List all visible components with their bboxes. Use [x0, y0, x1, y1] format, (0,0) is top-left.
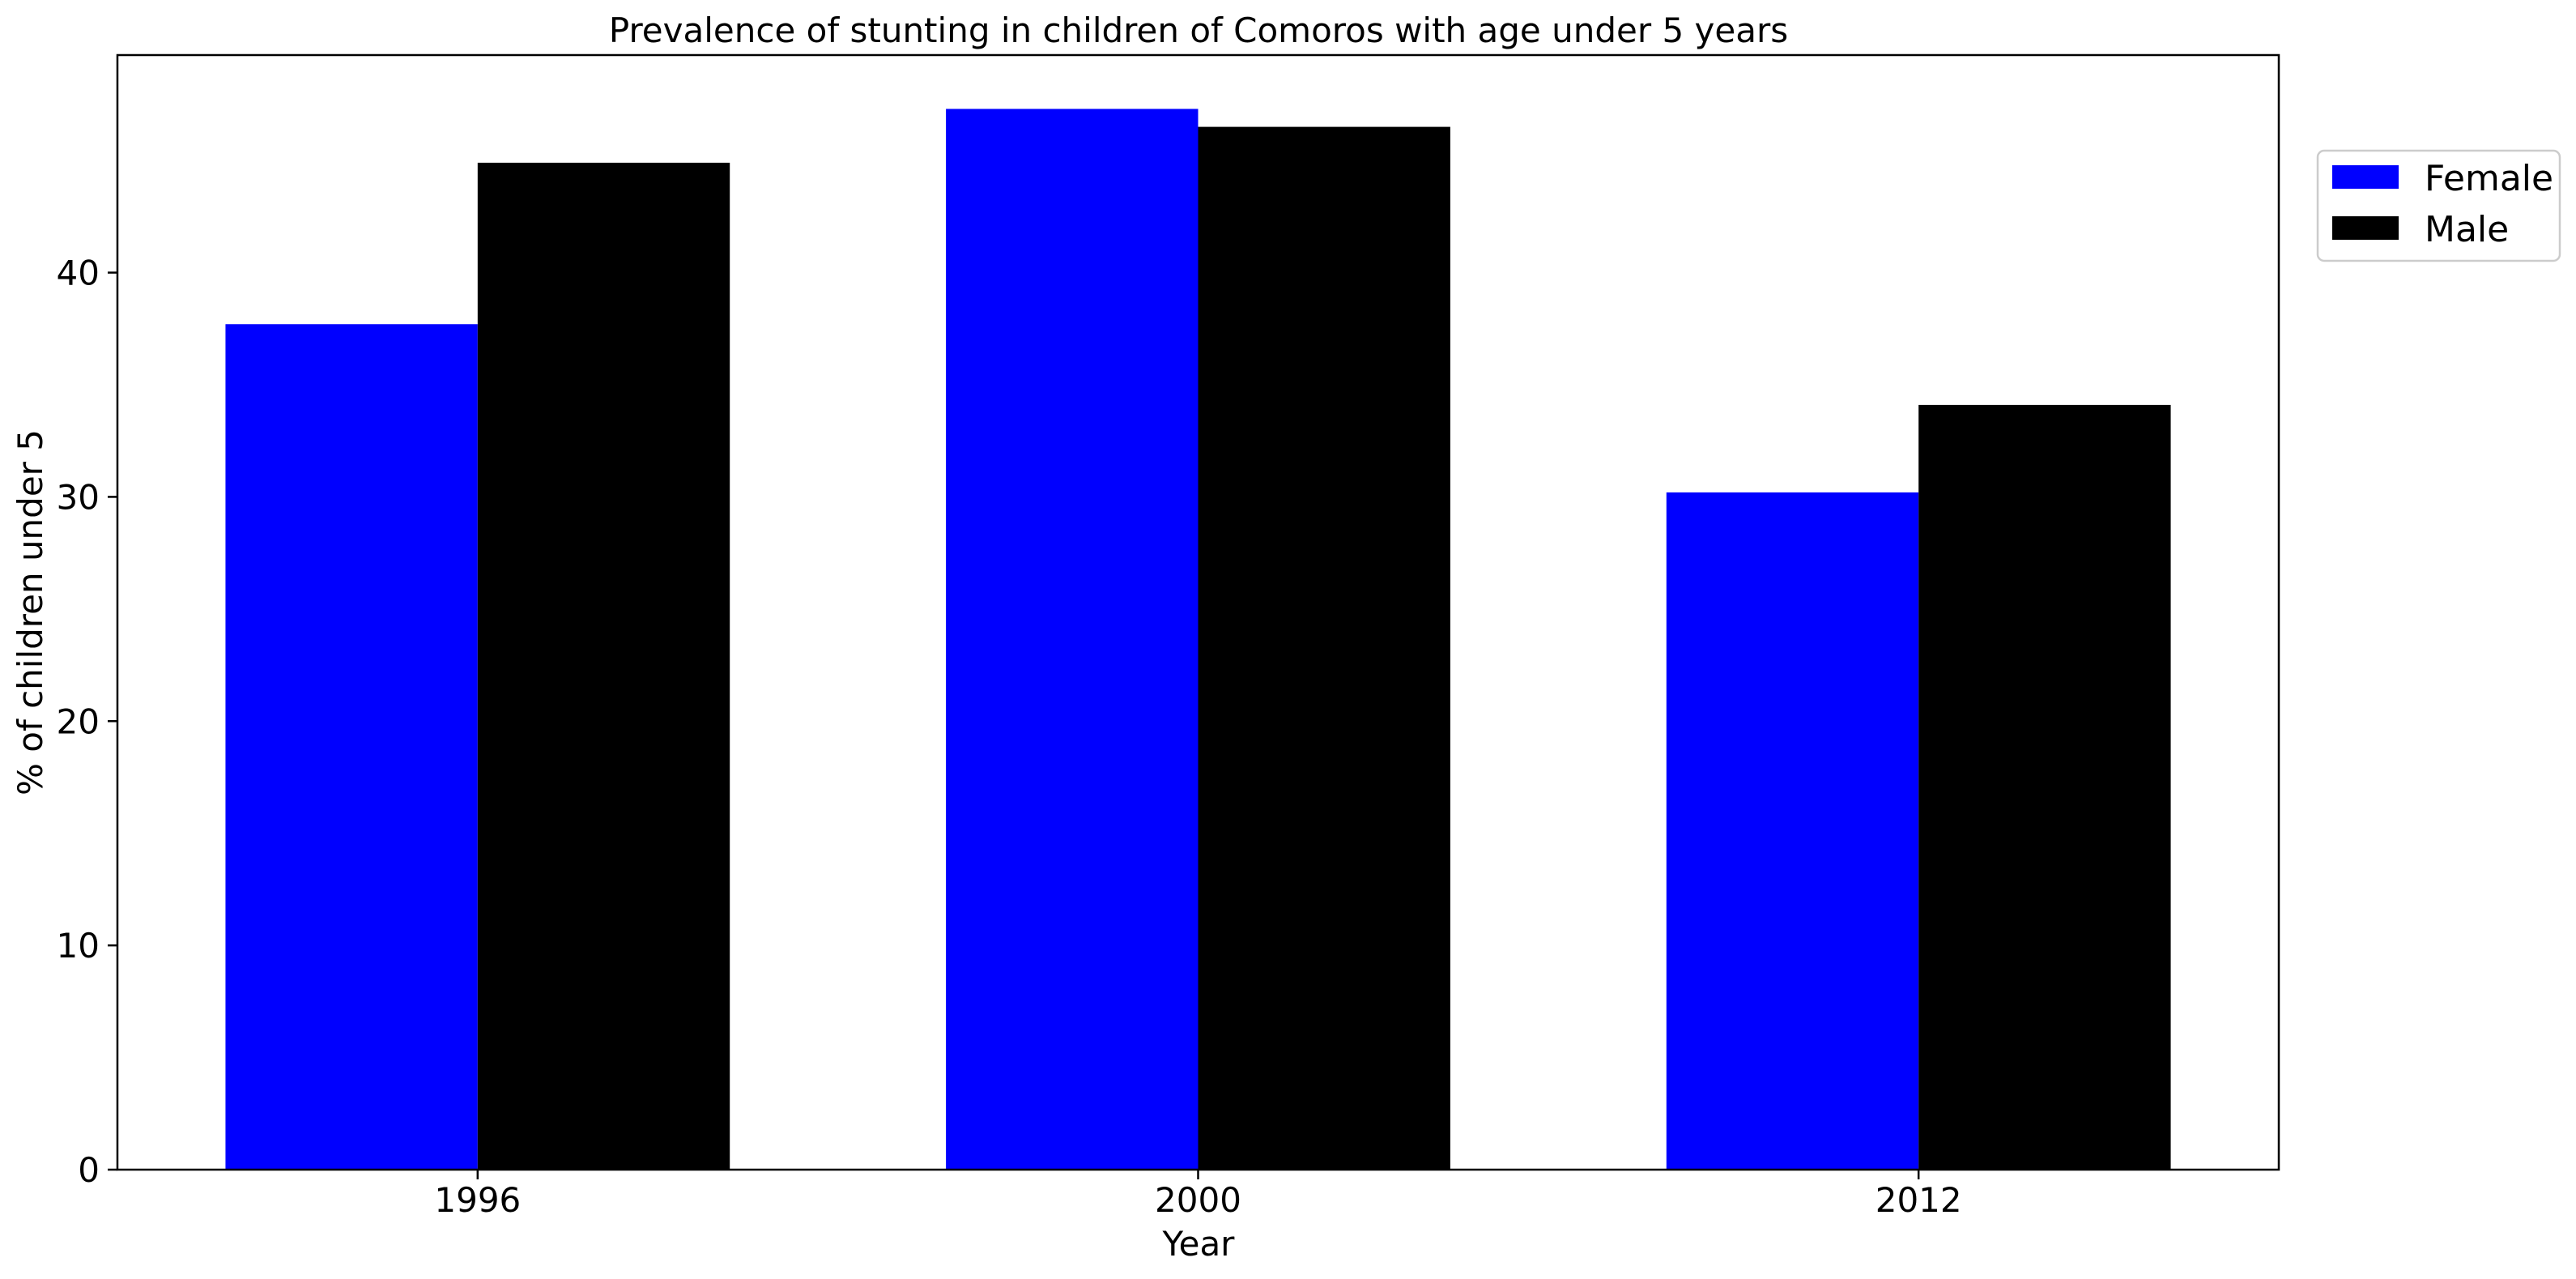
x-tick-label: 2012	[1876, 1180, 1962, 1220]
y-tick-label: 10	[57, 926, 100, 966]
chart-title: Prevalence of stunting in children of Co…	[609, 11, 1788, 50]
bar-female-1996	[225, 324, 478, 1170]
bar-male-2012	[1918, 404, 2171, 1170]
legend: Female Male	[2316, 149, 2561, 262]
legend-swatch-male	[2332, 216, 2399, 240]
x-tick-label: 2000	[1155, 1180, 1241, 1220]
bar-male-1996	[477, 162, 730, 1170]
bar-female-2012	[1666, 492, 1919, 1170]
legend-swatch-female	[2332, 165, 2399, 189]
legend-label-female: Female	[2425, 158, 2553, 199]
bar-male-2000	[1198, 126, 1450, 1170]
bars-group	[225, 109, 2171, 1170]
y-axis-label: % of children under 5	[11, 429, 50, 795]
bar-female-2000	[946, 109, 1199, 1170]
x-tick-label: 1996	[434, 1180, 521, 1220]
x-axis: 1996 2000 2012	[434, 1170, 1962, 1220]
y-tick-label: 30	[57, 477, 100, 517]
y-tick-label: 0	[78, 1150, 100, 1190]
y-tick-label: 20	[57, 701, 100, 741]
y-axis: 0 10 20 30 40	[57, 254, 117, 1190]
x-axis-label: Year	[1162, 1224, 1236, 1264]
legend-label-male: Male	[2425, 209, 2509, 250]
y-tick-label: 40	[57, 254, 100, 293]
